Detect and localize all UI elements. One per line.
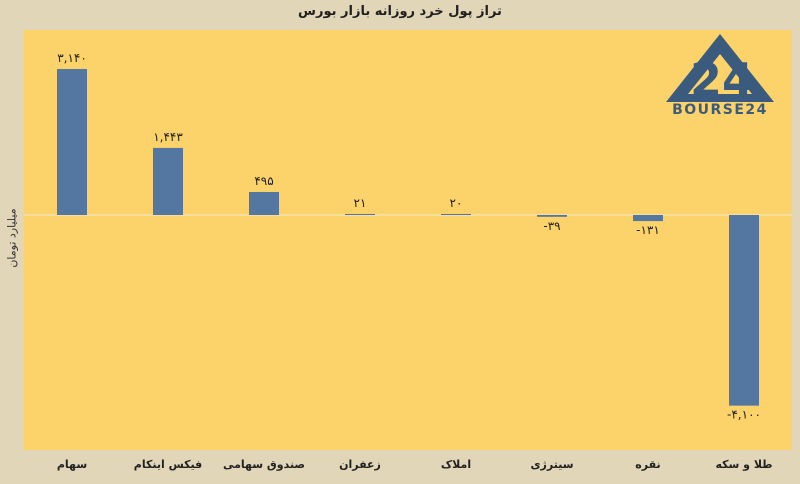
data-label: ۳,۱۴۰: [57, 51, 87, 65]
category-label: املاک: [441, 458, 471, 471]
data-label: ۲۱: [354, 196, 367, 210]
bar: [153, 147, 183, 215]
logo-numeral: 24: [690, 53, 754, 107]
bar: [441, 214, 471, 215]
data-label: -۱۳۱: [636, 223, 660, 237]
category-label: زعفران: [339, 458, 381, 471]
category-label: فیکس اینکام: [134, 458, 202, 471]
data-label: ۱,۴۴۳: [153, 130, 183, 144]
bar: [729, 215, 759, 406]
data-label: -۳۹: [543, 219, 560, 233]
bar: [57, 68, 87, 216]
bar: [249, 191, 279, 215]
category-label: صندوق سهامی: [223, 458, 305, 471]
data-label: -۴,۱۰۰: [727, 408, 761, 422]
category-label: سهام: [57, 458, 87, 471]
bar: [633, 215, 663, 222]
logo-wordmark: BOURSE24: [672, 102, 768, 118]
data-label: ۴۹۵: [254, 174, 273, 188]
category-label: سیترژی: [530, 458, 573, 471]
bar: [537, 215, 567, 217]
bar: [345, 214, 375, 215]
plot-area: [24, 30, 792, 450]
chart-title: تراز پول خرد روزانه بازار بورس: [298, 4, 502, 19]
category-label: نقره: [635, 458, 660, 471]
category-label: طلا و سکه: [715, 458, 772, 471]
data-label: ۲۰: [450, 196, 463, 210]
bourse24-logo-icon: 24: [666, 34, 774, 107]
